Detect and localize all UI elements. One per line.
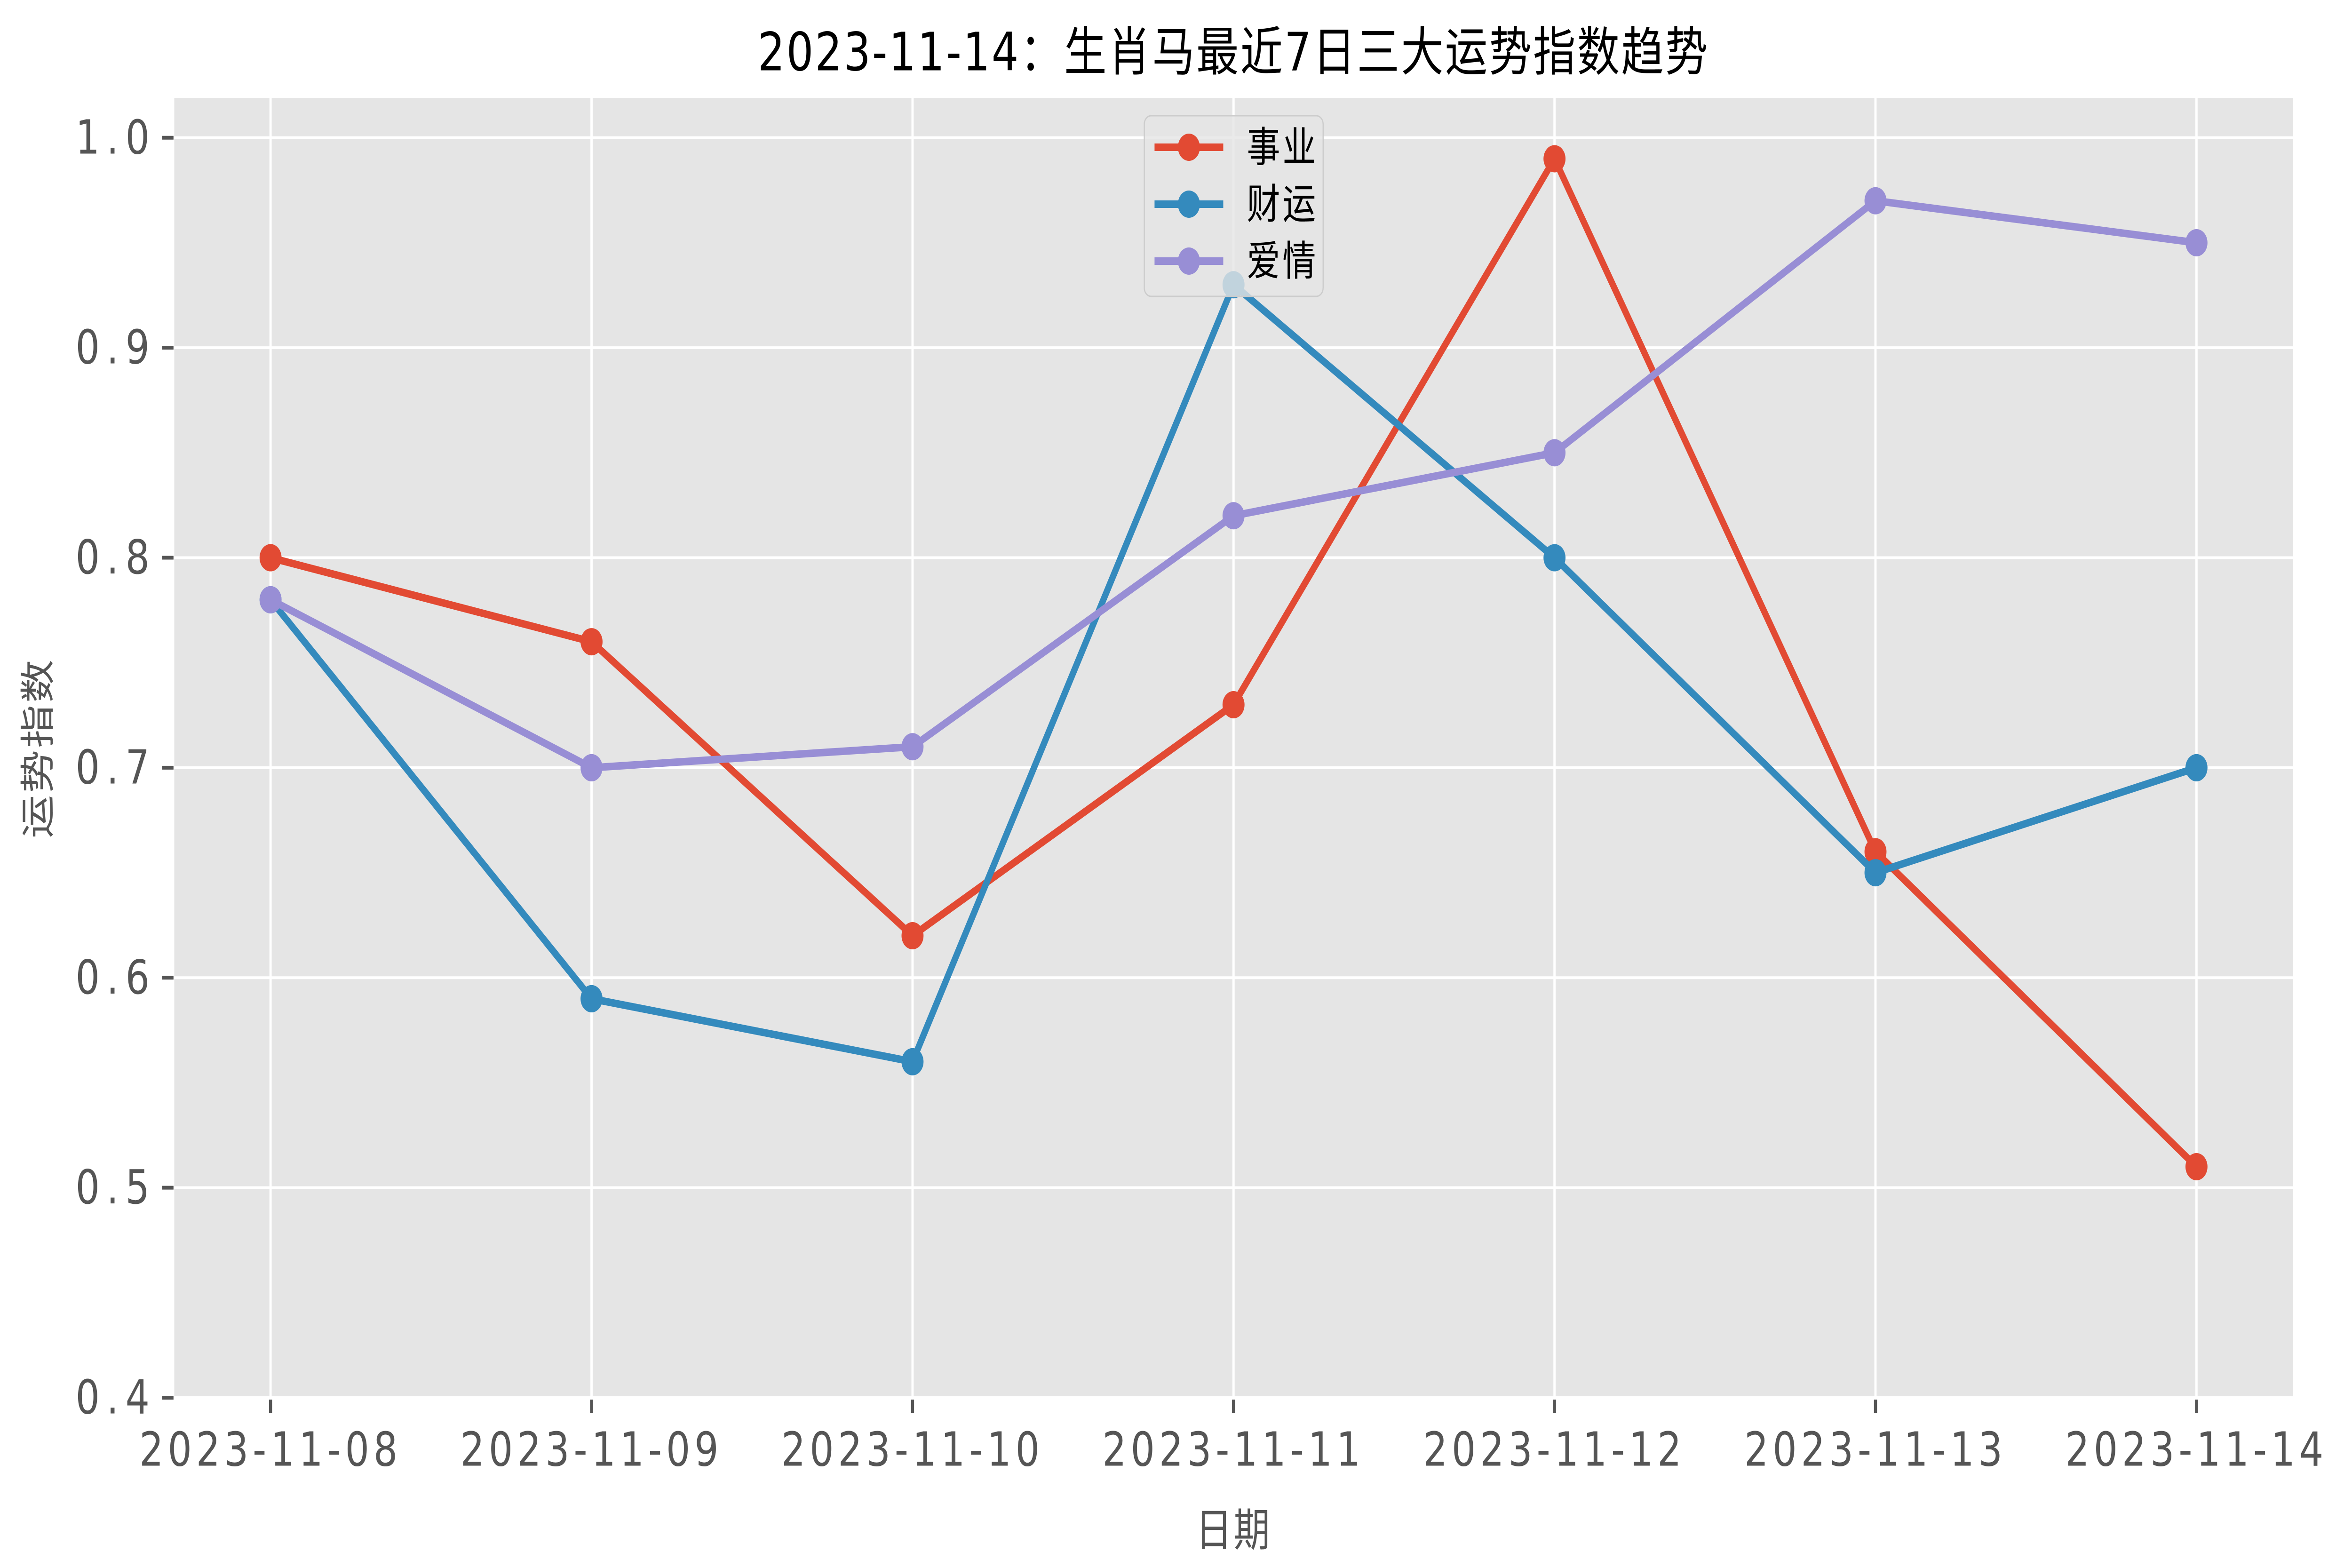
y-tick-label: 0.5 <box>76 1161 157 1215</box>
data-point <box>1864 838 1887 866</box>
data-point <box>2185 754 2208 781</box>
x-tick-label: 2023-11-08 <box>139 1423 402 1477</box>
x-tick-label: 2023-11-11 <box>1102 1423 1365 1477</box>
legend-item-财运: 财运 <box>1154 180 1319 228</box>
data-point <box>1543 544 1566 572</box>
legend-item-事业: 事业 <box>1154 123 1319 171</box>
x-tick-label: 2023-11-14 <box>2065 1423 2328 1477</box>
y-tick-label: 1.0 <box>76 111 157 165</box>
legend-marker-dot <box>1178 134 1200 161</box>
data-point <box>259 544 282 572</box>
x-tick-label: 2023-11-12 <box>1423 1423 1686 1477</box>
data-point <box>1543 145 1566 173</box>
data-point <box>580 754 603 781</box>
x-tick-label: 2023-11-13 <box>1744 1423 2007 1477</box>
grid-lines <box>174 98 2293 1398</box>
legend-marker-dot <box>1178 191 1200 218</box>
data-point <box>1222 691 1245 718</box>
legend-item-爱情: 爱情 <box>1154 237 1319 285</box>
data-point <box>1864 187 1887 215</box>
tick-marks <box>162 135 2198 1413</box>
chart-title: 2023-11-14：生肖马最近7日三大运势指数趋势 <box>758 22 1709 83</box>
data-point <box>901 922 924 949</box>
data-point <box>1222 502 1245 530</box>
y-tick-label: 0.9 <box>76 320 157 375</box>
y-tick-label: 0.8 <box>76 531 157 585</box>
x-tick-label: 2023-11-09 <box>461 1423 723 1477</box>
data-point <box>259 586 282 613</box>
y-tick-label: 0.4 <box>76 1370 157 1425</box>
data-point <box>580 628 603 656</box>
y-tick-label: 0.7 <box>76 740 157 795</box>
series-爱情 <box>259 187 2208 781</box>
data-point <box>2185 229 2208 256</box>
legend-label: 事业 <box>1247 123 1319 171</box>
data-point <box>580 985 603 1012</box>
x-axis-label: 日期 <box>1196 1504 1271 1557</box>
data-point <box>901 733 924 761</box>
legend-label: 爱情 <box>1247 237 1319 285</box>
data-point <box>1864 859 1887 887</box>
data-point <box>2185 1153 2208 1180</box>
data-point <box>1543 439 1566 467</box>
y-tick-label: 0.6 <box>76 950 157 1005</box>
x-tick-label: 2023-11-10 <box>781 1423 1044 1477</box>
y-axis-label: 运势指数 <box>17 658 58 838</box>
series-事业 <box>259 145 2208 1180</box>
data-point <box>901 1048 924 1075</box>
legend-marker-dot <box>1178 247 1200 275</box>
legend-label: 财运 <box>1247 180 1319 228</box>
